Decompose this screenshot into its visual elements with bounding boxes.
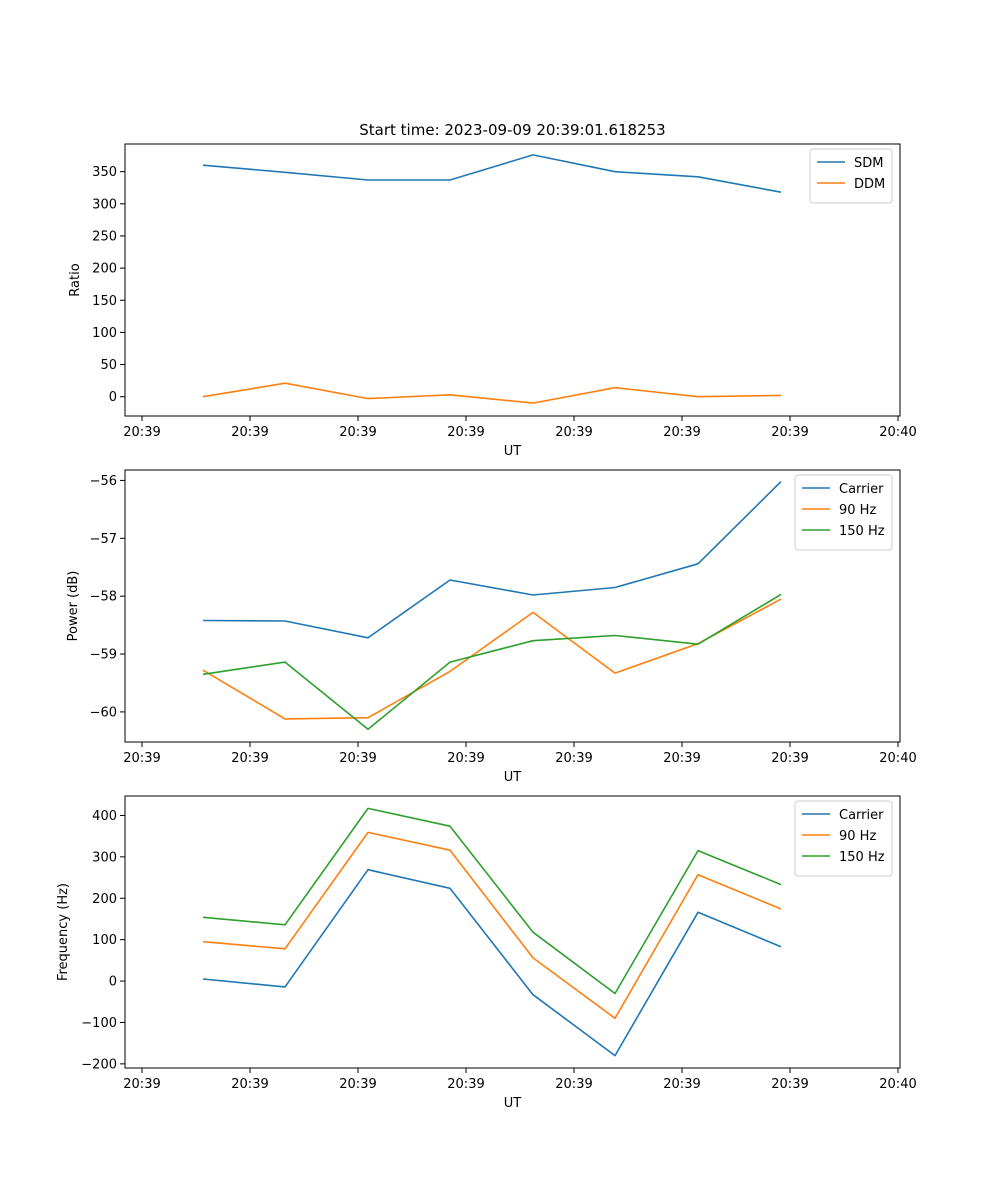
power-x-tick-label: 20:40 — [879, 751, 916, 766]
ratio-chart-title: Start time: 2023-09-09 20:39:01.618253 — [359, 121, 665, 139]
power-x-tick-label: 20:39 — [123, 751, 160, 766]
power-series-carrier — [202, 481, 782, 639]
ratio-y-tick-label: 0 — [109, 390, 117, 405]
frequency-y-tick-label: 200 — [92, 892, 117, 907]
ratio-y-tick-label: 300 — [92, 197, 117, 212]
frequency-x-tick-label: 20:39 — [231, 1077, 268, 1092]
ratio-y-tick-label: 100 — [92, 326, 117, 341]
power-series-90-hz — [202, 598, 782, 720]
power-legend-label: 90 Hz — [839, 503, 876, 518]
frequency-y-axis-label: Frequency (Hz) — [56, 883, 71, 981]
ratio-x-tick-label: 20:39 — [663, 425, 700, 440]
ratio-x-tick-label: 20:39 — [447, 425, 484, 440]
power-subplot: 20:39 20:39 20:39 20:39 20:39 20:39 20:39 20:40… — [66, 469, 917, 785]
power-y-axis-label: Power (dB) — [66, 571, 81, 642]
frequency-y-tick-label: −100 — [81, 1016, 117, 1031]
ratio-y-tick-label: 150 — [92, 294, 117, 309]
ratio-x-tick-label: 20:39 — [771, 425, 808, 440]
power-x-tick-label: 20:39 — [663, 751, 700, 766]
power-x-tick-label: 20:39 — [555, 751, 592, 766]
frequency-series-150-hz — [202, 807, 782, 995]
frequency-legend-label: 90 Hz — [839, 829, 876, 844]
power-x-tick-label: 20:39 — [771, 751, 808, 766]
ratio-series-ddm — [202, 382, 782, 404]
ratio-subplot: 20:39 20:39 20:39 20:39 20:39 20:39 20:39 20:40… — [68, 121, 917, 459]
ratio-y-tick-label: 250 — [92, 229, 117, 244]
power-legend-label: 150 Hz — [839, 524, 885, 539]
frequency-x-tick-label: 20:39 — [123, 1077, 160, 1092]
power-y-tick-label: −57 — [90, 532, 117, 547]
power-y-tick-label: −56 — [90, 474, 117, 489]
frequency-legend-label: 150 Hz — [839, 850, 885, 865]
frequency-subplot: 20:39 20:39 20:39 20:39 20:39 20:39 20:39 20:40… — [56, 795, 917, 1111]
power-x-tick-label: 20:39 — [231, 751, 268, 766]
ratio-legend-label: DDM — [854, 177, 885, 192]
power-x-tick-label: 20:39 — [447, 751, 484, 766]
ratio-y-tick-label: 50 — [100, 358, 117, 373]
power-legend — [794, 474, 893, 551]
frequency-y-tick-label: 400 — [92, 809, 117, 824]
power-y-tick-label: −59 — [90, 648, 117, 663]
frequency-x-tick-label: 20:39 — [771, 1077, 808, 1092]
ratio-x-tick-label: 20:39 — [339, 425, 376, 440]
frequency-x-tick-label: 20:39 — [447, 1077, 484, 1092]
ratio-x-tick-label: 20:39 — [123, 425, 160, 440]
ratio-y-tick-label: 350 — [92, 165, 117, 180]
frequency-series-90-hz — [202, 831, 782, 1020]
frequency-y-tick-label: 0 — [109, 975, 117, 990]
power-legend-label: Carrier — [839, 482, 884, 497]
frequency-x-tick-label: 20:39 — [663, 1077, 700, 1092]
ratio-series-sdm — [202, 154, 782, 193]
power-y-tick-label: −58 — [90, 590, 117, 605]
power-series-150-hz — [202, 593, 782, 731]
power-y-tick-label: −60 — [90, 705, 117, 720]
ratio-legend-label: SDM — [854, 156, 883, 171]
frequency-axes-frame — [124, 795, 901, 1069]
ratio-y-tick-label: 200 — [92, 262, 117, 277]
frequency-y-tick-label: 100 — [92, 933, 117, 948]
power-x-tick-label: 20:39 — [339, 751, 376, 766]
ratio-x-axis-label: UT — [504, 444, 522, 459]
ratio-x-tick-label: 20:39 — [231, 425, 268, 440]
ratio-axes-frame — [124, 143, 901, 417]
frequency-y-tick-label: −200 — [81, 1057, 117, 1072]
frequency-x-tick-label: 20:39 — [555, 1077, 592, 1092]
ratio-x-tick-label: 20:39 — [555, 425, 592, 440]
power-x-axis-label: UT — [504, 770, 522, 785]
frequency-x-tick-label: 20:40 — [879, 1077, 916, 1092]
ratio-x-tick-label: 20:40 — [879, 425, 916, 440]
frequency-series-carrier — [202, 868, 782, 1057]
frequency-legend-label: Carrier — [839, 808, 884, 823]
frequency-x-tick-label: 20:39 — [339, 1077, 376, 1092]
power-axes-frame — [124, 469, 901, 743]
frequency-y-tick-label: 300 — [92, 850, 117, 865]
frequency-legend — [794, 800, 893, 877]
ratio-y-axis-label: Ratio — [68, 263, 83, 296]
frequency-x-axis-label: UT — [504, 1096, 522, 1111]
